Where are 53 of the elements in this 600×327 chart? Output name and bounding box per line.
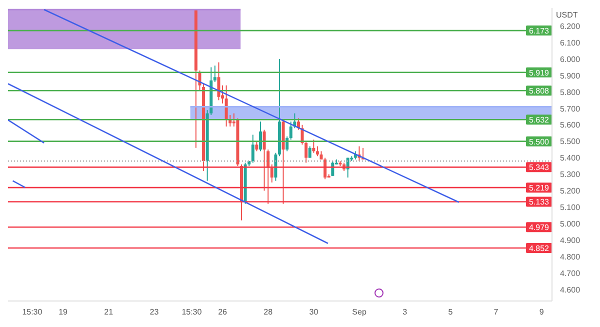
x-tick-label: 28 — [264, 308, 274, 317]
candlestick — [308, 146, 312, 158]
y-tick-label: 4.900 — [560, 236, 581, 245]
x-tick-label: 30 — [309, 308, 319, 317]
candlestick — [251, 134, 254, 164]
y-tick-label: 5.500 — [560, 137, 581, 146]
y-axis-title: USDT — [556, 10, 578, 20]
x-tick-label: 19 — [58, 308, 68, 317]
candlestick — [213, 65, 216, 83]
x-tick-label: 3 — [402, 308, 408, 317]
candlestick — [274, 152, 278, 182]
candlestick — [217, 62, 220, 101]
x-tick-label: 15:30 — [22, 308, 43, 317]
ref-line-label: 5.219 — [528, 184, 550, 193]
x-tick-label: 5 — [448, 308, 454, 317]
y-tick-label: 5.100 — [560, 203, 581, 212]
y-tick-label: 6.100 — [560, 38, 581, 48]
y-tick-label: 5.300 — [560, 170, 581, 180]
ref-line-label: 5.500 — [528, 137, 550, 146]
x-tick-label: 15:30 — [182, 308, 202, 317]
y-tick-label: 5.200 — [560, 186, 581, 196]
x-tick-label: 26 — [218, 308, 228, 317]
y-tick-label: 5.600 — [560, 120, 581, 130]
ref-line-label: 4.852 — [528, 244, 550, 253]
x-tick-label: 23 — [150, 308, 160, 317]
y-tick-label: 6.000 — [560, 54, 581, 64]
ref-line-label: 4.979 — [528, 223, 550, 232]
candlestick — [312, 139, 316, 154]
x-tick-label: 9 — [539, 308, 544, 317]
candlestick — [331, 160, 334, 176]
y-tick-label: 4.700 — [560, 268, 581, 278]
ref-line-label: 5.632 — [528, 116, 550, 125]
ref-line-label: 5.343 — [528, 163, 550, 172]
candlestick — [258, 121, 262, 152]
candlestick — [255, 140, 258, 152]
y-tick-label: 5.800 — [560, 88, 581, 97]
candlestick — [316, 146, 319, 157]
candlestick — [270, 164, 274, 183]
y-tick-label: 5.400 — [560, 154, 581, 163]
ref-line-label: 6.173 — [528, 26, 550, 36]
y-tick-label: 5.900 — [560, 71, 581, 80]
y-tick-label: 5.700 — [560, 104, 581, 114]
y-tick-label: 5.000 — [560, 219, 581, 228]
x-tick-label: 21 — [104, 308, 114, 317]
candlestick — [262, 129, 266, 192]
ref-line-label: 5.919 — [528, 68, 550, 78]
y-tick-label: 4.800 — [560, 252, 581, 262]
ref-line-label: 5.133 — [528, 198, 550, 207]
y-tick-label: 6.200 — [560, 22, 581, 31]
y-tick-label: 4.600 — [560, 285, 581, 294]
x-tick-label: 7 — [494, 308, 499, 317]
ref-line-label: 5.808 — [528, 86, 550, 96]
x-tick-label: Sep — [352, 308, 367, 317]
